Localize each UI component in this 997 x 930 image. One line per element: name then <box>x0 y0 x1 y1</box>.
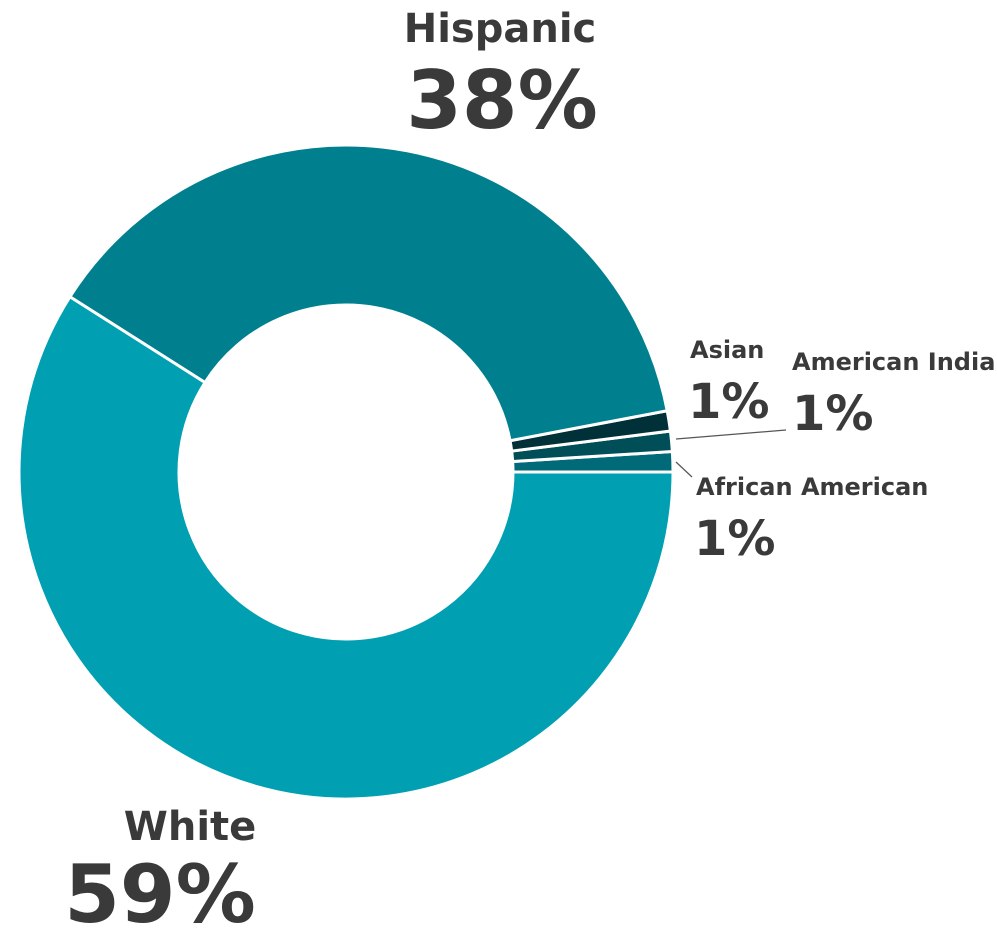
label-hispanic-value: 38% <box>406 54 597 147</box>
leader-lines <box>675 429 787 478</box>
leader-line-american-indian <box>675 429 787 440</box>
label-asian-name: Asian <box>690 336 764 364</box>
leader-line-african-american <box>675 461 693 478</box>
label-asian-value: 1% <box>688 374 770 430</box>
label-american-indian-name: American Indian <box>792 348 997 376</box>
slice-white <box>17 294 675 801</box>
slice-labels: Hispanic 38% White 59% Asian 1% American… <box>64 6 997 930</box>
label-white-name: White <box>124 804 257 850</box>
slice-hispanic <box>67 143 669 443</box>
label-african-american-value: 1% <box>694 511 776 567</box>
label-hispanic-name: Hispanic <box>404 6 597 52</box>
donut-slices <box>17 143 675 801</box>
label-american-indian-value: 1% <box>792 386 874 442</box>
label-african-american-name: African American <box>696 473 928 501</box>
label-white-value: 59% <box>64 848 255 930</box>
